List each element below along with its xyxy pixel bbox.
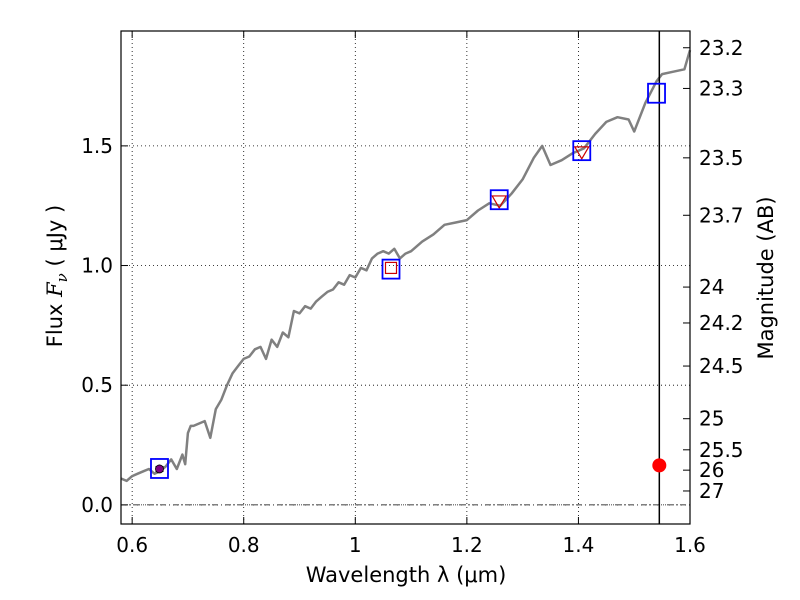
photometry-square-marker [647,82,666,104]
grid-lines [121,31,691,524]
y2-tick-label: 27 [699,479,724,503]
plot-frame [120,30,691,525]
x-tick-label: 0.6 [116,533,148,557]
x-tick-label: 1.6 [674,533,706,557]
y-tick-label: 0.0 [81,493,113,517]
y-axis-label: Flux Fν ( μJy ) [43,205,71,347]
y2-tick-label: 23.7 [699,203,744,227]
x-tick-label: 1.2 [451,533,483,557]
photometry-square-marker [489,189,509,211]
model-square-marker [384,261,398,275]
filled-data-point [652,458,667,473]
y-tick-label: 0.5 [81,373,113,397]
y2-tick-label: 26 [699,458,724,482]
spectrum-series [120,49,692,483]
y-axis-label-prefix: Flux [43,297,67,347]
spectrum-line [120,49,692,483]
y2-tick-label: 25.5 [699,438,744,462]
photometry-square-marker [150,458,169,479]
x-tick-label: 1.4 [563,533,595,557]
y-axis-label-symbol: F [43,281,67,298]
y-axis-label-subscript: ν [53,273,71,282]
y2-tick-label: 25 [699,407,724,431]
y2-tick-label: 24.2 [699,311,744,335]
axis-ticks: 0.6 0.8 1 1.2 1.4 1.6 0.0 0.5 1.0 1.5 23.2 23.3 23.5… [81,31,744,557]
y2-tick-label: 23.5 [699,146,744,170]
y2-axis-label: Magnitude (AB) [754,196,778,359]
y2-tick-label: 23.3 [699,76,744,100]
y-tick-label: 1.5 [81,134,113,158]
model-triangle-marker [491,195,508,210]
x-axis-label: Wavelength λ (μm) [306,563,507,587]
y-tick-label: 1.0 [81,254,113,278]
errorbar-data-point [155,464,164,474]
y-axis-label-unit: ( μJy ) [43,205,67,273]
photometry-markers [150,31,667,524]
x-tick-label: 1 [349,533,362,557]
photometry-square-marker [572,140,592,162]
y2-tick-label: 24.5 [699,354,744,378]
y2-tick-label: 24 [699,275,724,299]
photometry-square-marker [381,258,401,280]
y2-tick-label: 23.2 [699,36,744,60]
model-triangle-marker [573,146,590,161]
x-tick-label: 0.8 [228,533,260,557]
plot-border [120,30,691,525]
